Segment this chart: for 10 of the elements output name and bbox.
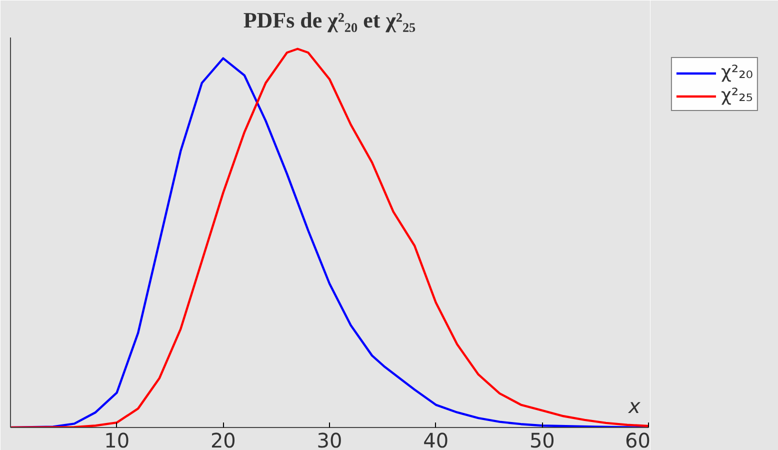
x-tick-label: 40 [423, 428, 449, 450]
chart-title: PDFs de χ²₂₀ et χ²₂₅ [243, 8, 416, 32]
x-tick-label: 30 [316, 428, 342, 450]
legend-label: χ²₂₀ [720, 62, 753, 83]
x-tick-label: 10 [104, 428, 130, 450]
x-axis-title: x [628, 394, 640, 418]
legend-label: χ²₂₅ [720, 85, 753, 106]
x-tick-label: 50 [529, 428, 555, 450]
x-tick-label: 60 [625, 428, 651, 450]
x-tick-label: 20 [210, 428, 236, 450]
